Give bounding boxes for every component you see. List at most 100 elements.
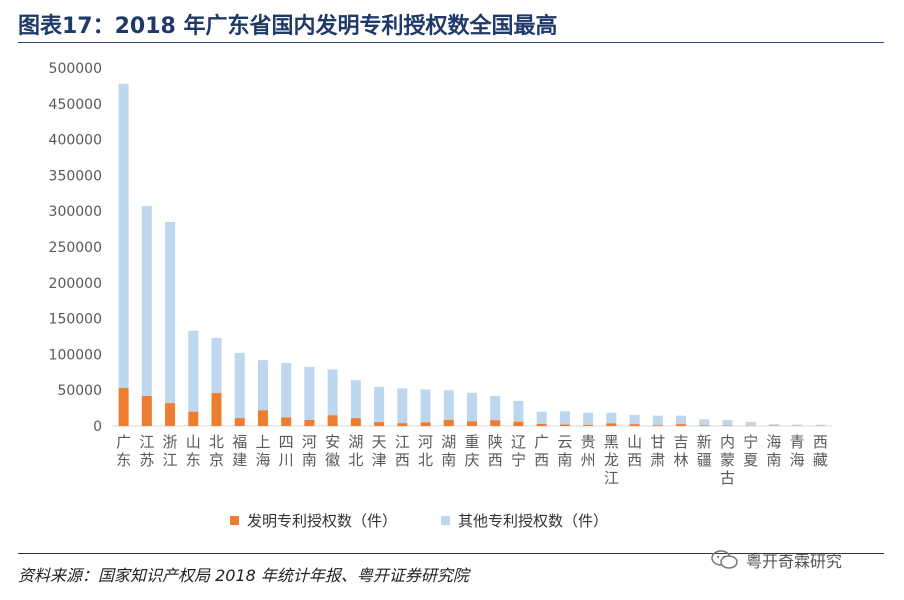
bar-other — [281, 362, 292, 418]
x-tick-label: 山 — [186, 433, 201, 451]
y-tick-label: 0 — [93, 419, 102, 435]
legend-item-other: 其他专利授权数（件） — [441, 510, 608, 531]
x-tick-label: 北 — [418, 451, 433, 469]
x-tick-label: 津 — [372, 451, 387, 469]
bar-other — [443, 390, 454, 420]
bar-other — [536, 411, 547, 424]
legend-item-invention: 发明专利授权数（件） — [230, 510, 397, 531]
x-tick-label: 陕 — [488, 433, 503, 451]
x-tick-label: 蒙 — [720, 451, 735, 469]
bar-other — [606, 412, 617, 424]
x-tick-label: 西 — [534, 451, 549, 469]
watermark-text: 粤开奇霖研究 — [746, 552, 843, 571]
x-tick-label: 重 — [464, 433, 479, 451]
bar-other — [165, 221, 176, 404]
y-tick-label: 50000 — [57, 383, 102, 399]
bar-invention — [629, 424, 640, 426]
bar-other — [559, 411, 570, 425]
x-tick-label: 东 — [186, 451, 201, 469]
x-tick-label: 川 — [279, 451, 294, 469]
x-tick-label: 云 — [557, 433, 572, 451]
bar-invention — [141, 395, 152, 426]
x-tick-label: 海 — [255, 451, 270, 469]
x-tick-label: 辽 — [511, 433, 526, 451]
bar-invention — [281, 417, 292, 426]
bar-invention — [443, 419, 454, 426]
bar-invention — [676, 424, 687, 426]
bar-other — [676, 415, 687, 425]
bar-other — [490, 395, 501, 421]
bar-invention — [211, 393, 222, 426]
x-tick-label: 疆 — [697, 451, 712, 469]
x-tick-label: 浙 — [163, 433, 178, 451]
bar-other — [257, 360, 268, 411]
x-tick-label: 夏 — [743, 451, 758, 469]
x-tick-label: 东 — [116, 451, 131, 469]
bar-other — [467, 392, 477, 422]
x-tick-label: 庆 — [464, 451, 479, 469]
x-tick-label: 天 — [372, 433, 387, 451]
bar-invention — [652, 425, 663, 426]
x-tick-label: 西 — [395, 451, 410, 469]
y-tick-label: 500000 — [49, 61, 102, 77]
x-tick-label: 建 — [232, 451, 247, 469]
bar-other — [768, 424, 779, 426]
title-divider — [18, 42, 884, 43]
legend-swatch-invention — [230, 516, 239, 525]
x-tick-label: 湖 — [441, 433, 456, 451]
bar-other — [699, 419, 710, 426]
x-tick-label: 吉 — [674, 433, 689, 451]
bar-other — [374, 386, 385, 423]
x-tick-label: 江 — [395, 433, 410, 451]
legend-label-other: 其他专利授权数（件） — [458, 512, 609, 530]
x-tick-label: 西 — [488, 451, 503, 469]
x-tick-label: 北 — [348, 451, 363, 469]
bar-other — [397, 388, 408, 424]
y-tick-label: 450000 — [49, 97, 102, 113]
x-tick-label: 河 — [302, 433, 317, 451]
x-tick-label: 古 — [720, 469, 735, 487]
bar-other — [745, 421, 756, 426]
bar-invention — [583, 424, 594, 426]
bar-other — [141, 206, 152, 396]
x-tick-label: 徽 — [325, 451, 340, 469]
x-tick-label: 肃 — [650, 451, 665, 469]
x-tick-label: 海 — [790, 451, 805, 469]
x-tick-label: 江 — [604, 469, 619, 487]
x-tick-label: 宁 — [511, 451, 526, 469]
x-tick-label: 北 — [209, 433, 224, 451]
x-tick-label: 上 — [255, 433, 270, 451]
y-tick-label: 200000 — [49, 276, 102, 292]
y-tick-label: 100000 — [49, 347, 102, 363]
bar-other — [327, 369, 338, 416]
bar-invention — [257, 410, 268, 426]
bar-other — [420, 389, 431, 423]
y-tick-label: 150000 — [49, 312, 102, 328]
bar-invention — [559, 424, 570, 426]
bar-other — [211, 337, 222, 394]
x-tick-label: 河 — [418, 433, 433, 451]
footer-divider — [18, 553, 884, 554]
x-tick-label: 四 — [279, 433, 294, 451]
legend: 发明专利授权数（件） 其他专利授权数（件） — [230, 510, 608, 531]
bar-invention — [420, 422, 431, 426]
bar-other — [188, 330, 199, 412]
bar-other — [513, 400, 524, 422]
bar-other — [350, 380, 361, 419]
bar-invention — [188, 411, 199, 426]
x-tick-label: 西 — [813, 433, 828, 451]
bar-invention — [490, 420, 501, 426]
x-tick-label: 南 — [557, 451, 572, 469]
x-tick-label: 南 — [766, 451, 781, 469]
bar-other — [118, 83, 129, 389]
chart-title: 图表17：2018 年广东省国内发明专利授权数全国最高 — [18, 14, 558, 39]
x-tick-label: 青 — [790, 433, 805, 451]
x-tick-label: 贵 — [581, 433, 596, 451]
x-tick-label: 江 — [163, 451, 178, 469]
bar-invention — [606, 423, 617, 426]
x-tick-label: 京 — [209, 451, 224, 469]
x-tick-label: 山 — [627, 433, 642, 451]
x-tick-label: 藏 — [813, 451, 828, 469]
bar-other — [815, 424, 826, 426]
